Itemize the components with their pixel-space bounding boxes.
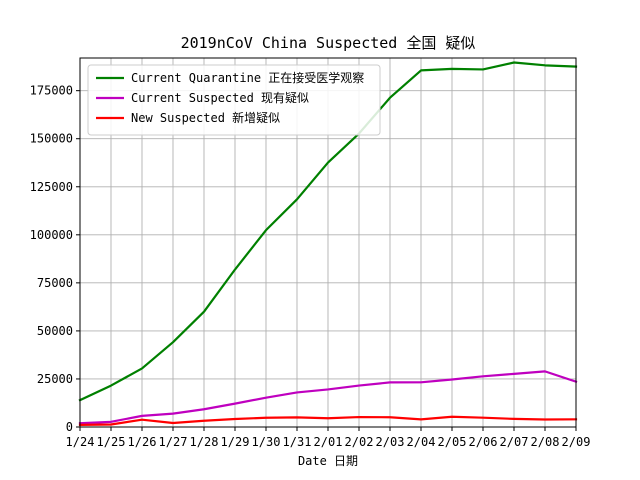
chart-title: 2019nCoV China Suspected 全国 疑似 — [181, 34, 476, 52]
x-tick-label: 2/04 — [407, 435, 436, 449]
legend-label: Current Quarantine 正在接受医学观察 — [131, 70, 364, 85]
y-tick-label: 175000 — [30, 84, 73, 98]
x-tick-label: 1/31 — [283, 435, 312, 449]
series-line-1 — [78, 61, 578, 402]
y-tick-label: 100000 — [30, 228, 73, 242]
x-tick-label: 1/26 — [128, 435, 157, 449]
x-tick-label: 2/01 — [314, 435, 343, 449]
y-tick-label: 75000 — [37, 276, 73, 290]
y-tick-label: 125000 — [30, 180, 73, 194]
legend-label: Current Suspected 现有疑似 — [131, 90, 309, 105]
legend: Current Quarantine 正在接受医学观察 Current Suspe… — [87, 64, 381, 136]
x-axis: 1/24 1/25 1/26 1/27 1/28 1/29 1/30 1/31 2/01 2/02… — [66, 427, 591, 449]
legend-label: New Suspected 新增疑似 — [131, 110, 280, 125]
x-tick-label: 1/24 — [66, 435, 95, 449]
y-tick-label: 25000 — [37, 372, 73, 386]
x-tick-label: 2/03 — [376, 435, 405, 449]
series-line-3 — [78, 415, 578, 426]
series-line-2 — [78, 370, 578, 425]
x-tick-label: 2/05 — [438, 435, 467, 449]
x-tick-label: 1/25 — [97, 435, 126, 449]
x-tick-label: 2/09 — [562, 435, 591, 449]
y-tick-label: 150000 — [30, 132, 73, 146]
series-lines — [78, 61, 578, 426]
y-tick-label: 50000 — [37, 324, 73, 338]
y-tick-label: 0 — [66, 420, 73, 434]
x-axis-label: Date 日期 — [298, 454, 358, 468]
x-tick-label: 2/02 — [345, 435, 374, 449]
y-axis: 0 25000 50000 75000 100000 125000 150000 175000 — [30, 84, 80, 434]
x-tick-label: 2/07 — [500, 435, 529, 449]
legend-box — [87, 64, 381, 136]
x-tick-label: 1/27 — [159, 435, 188, 449]
x-tick-label: 2/08 — [531, 435, 560, 449]
x-tick-label: 1/29 — [221, 435, 250, 449]
x-tick-label: 1/30 — [252, 435, 281, 449]
x-tick-label: 1/28 — [190, 435, 219, 449]
x-tick-label: 2/06 — [469, 435, 498, 449]
